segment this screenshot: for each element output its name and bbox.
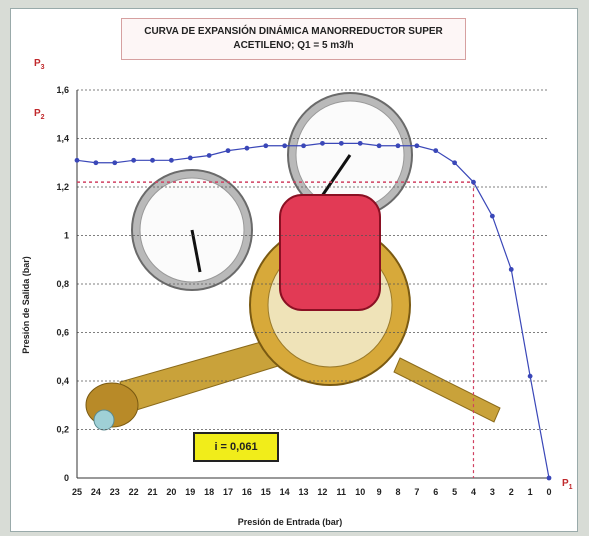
x-tick-label-9: 16: [242, 487, 252, 497]
series-point-0-18: [414, 143, 420, 149]
x-tick-label-3: 22: [129, 487, 139, 497]
x-tick-label-10: 15: [261, 487, 271, 497]
x-tick-label-20: 5: [452, 487, 457, 497]
regulator-knob: [279, 194, 381, 311]
series-point-0-17: [395, 143, 401, 149]
x-axis-label: Presión de Entrada (bar): [237, 517, 343, 527]
x-tick-label-8: 17: [223, 487, 233, 497]
chart-title-line1: CURVA DE EXPANSIÓN DINÁMICA MANORREDUCTO…: [144, 26, 443, 37]
series-point-0-12: [301, 143, 306, 149]
annotation-box: i = 0,061: [193, 432, 279, 462]
y-tick-label-8: 1,6: [56, 85, 69, 95]
x-tick-label-17: 8: [395, 487, 400, 497]
series-point-0-23: [508, 267, 514, 272]
left-gauge-needle: [190, 229, 202, 273]
series-point-0-5: [169, 157, 174, 163]
series-point-0-4: [150, 157, 155, 163]
p3-marker: P3: [34, 58, 45, 71]
y-tick-label-5: 1: [64, 231, 69, 241]
y-tick-label-7: 1,4: [56, 134, 69, 144]
x-tick-label-0: 25: [72, 487, 82, 497]
x-tick-label-19: 6: [433, 487, 438, 497]
x-tick-label-1: 24: [91, 487, 101, 497]
series-point-0-19: [433, 148, 439, 154]
x-tick-label-14: 11: [337, 487, 347, 497]
series-point-0-0: [74, 157, 80, 163]
y-axis-label: Presión de Salida (bar): [21, 256, 31, 354]
p1-marker: P1: [562, 478, 573, 491]
series-point-0-10: [263, 143, 269, 149]
x-tick-label-21: 4: [471, 487, 476, 497]
series-point-0-1: [93, 160, 99, 166]
chart-title-line2: ACETILENO; Q1 = 5 m3/h: [233, 40, 354, 51]
y-tick-label-6: 1,2: [56, 182, 69, 192]
x-tick-label-15: 10: [355, 487, 365, 497]
x-tick-label-12: 13: [299, 487, 309, 497]
inlet-cap: [93, 409, 115, 431]
series-point-0-2: [112, 160, 118, 166]
x-tick-label-25: 0: [546, 487, 551, 497]
series-line-0: [76, 142, 550, 479]
x-tick-label-6: 19: [185, 487, 195, 497]
chart-title: CURVA DE EXPANSIÓN DINÁMICA MANORREDUCTO…: [121, 18, 466, 60]
x-tick-label-22: 3: [490, 487, 495, 497]
series-point-0-25: [546, 475, 552, 481]
x-tick-label-18: 7: [414, 487, 419, 497]
x-tick-label-23: 2: [509, 487, 514, 497]
x-tick-label-13: 12: [317, 487, 327, 497]
y-tick-label-3: 0,6: [56, 328, 69, 338]
series-point-0-24: [527, 373, 533, 379]
x-tick-label-2: 23: [110, 487, 120, 497]
x-tick-label-4: 21: [148, 487, 158, 497]
x-tick-label-16: 9: [377, 487, 382, 497]
y-tick-label-4: 0,8: [56, 279, 69, 289]
series-point-0-20: [452, 160, 457, 166]
x-tick-label-24: 1: [528, 487, 533, 497]
y-tick-label-0: 0: [64, 473, 69, 483]
right-gauge-needle: [320, 154, 352, 197]
series-point-0-16: [376, 143, 382, 149]
series-point-0-22: [489, 213, 495, 219]
series-point-0-9: [244, 145, 250, 151]
x-tick-label-7: 18: [204, 487, 214, 497]
p2-marker: P2: [34, 108, 45, 121]
series-point-0-15: [357, 140, 363, 146]
y-tick-label-2: 0,4: [56, 376, 69, 386]
x-tick-label-5: 20: [166, 487, 176, 497]
y-tick-label-1: 0,2: [56, 425, 69, 435]
series-point-0-7: [206, 153, 212, 158]
series-point-0-3: [131, 157, 137, 163]
series-point-0-11: [282, 143, 288, 149]
series-point-0-13: [320, 140, 325, 146]
series-point-0-14: [338, 140, 344, 146]
series-point-0-6: [187, 155, 193, 161]
series-point-0-8: [225, 148, 231, 154]
x-tick-label-11: 14: [280, 487, 290, 497]
series-point-0-21: [471, 179, 476, 185]
